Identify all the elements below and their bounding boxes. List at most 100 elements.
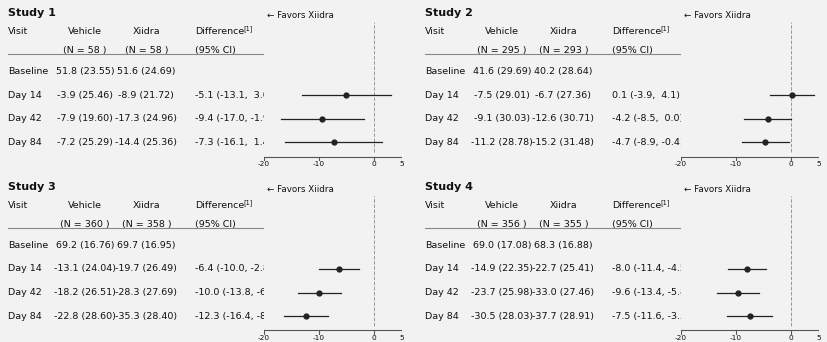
Text: Xiidra: Xiidra (550, 201, 577, 210)
Text: 51.8 (23.55): 51.8 (23.55) (55, 67, 114, 76)
Text: Difference: Difference (195, 27, 244, 36)
Text: 0: 0 (789, 335, 794, 341)
Text: Baseline: Baseline (8, 67, 49, 76)
Text: -14.4 (25.36): -14.4 (25.36) (115, 138, 177, 147)
Text: Day 42: Day 42 (8, 114, 42, 123)
Text: 69.2 (16.76): 69.2 (16.76) (55, 241, 114, 250)
Text: (N = 355 ): (N = 355 ) (538, 220, 588, 229)
Text: -9.4 (-17.0, -1.9): -9.4 (-17.0, -1.9) (195, 114, 273, 123)
Text: Xiidra: Xiidra (132, 27, 160, 36)
Text: -19.7 (26.49): -19.7 (26.49) (116, 264, 177, 273)
Text: Day 42: Day 42 (425, 114, 459, 123)
Text: ← Favors Xiidra: ← Favors Xiidra (267, 185, 333, 194)
Text: Study 3: Study 3 (8, 182, 56, 192)
Text: -12.3 (-16.4, -8.3): -12.3 (-16.4, -8.3) (195, 312, 279, 321)
Text: -20: -20 (675, 335, 687, 341)
Text: 40.2 (28.64): 40.2 (28.64) (534, 67, 593, 76)
Text: Day 14: Day 14 (8, 91, 42, 100)
Text: Day 84: Day 84 (8, 138, 42, 147)
Text: -22.7 (25.41): -22.7 (25.41) (533, 264, 595, 273)
Text: Visit: Visit (425, 27, 446, 36)
Text: [1]: [1] (661, 199, 670, 206)
Text: Vehicle: Vehicle (485, 201, 519, 210)
Text: -8.0 (-11.4, -4.5): -8.0 (-11.4, -4.5) (612, 264, 690, 273)
Text: Day 14: Day 14 (425, 264, 459, 273)
Text: [1]: [1] (661, 26, 670, 32)
Text: Difference: Difference (195, 201, 244, 210)
Text: 0: 0 (372, 161, 376, 167)
Text: -8.9 (21.72): -8.9 (21.72) (118, 91, 174, 100)
Text: -4.7 (-8.9, -0.4): -4.7 (-8.9, -0.4) (612, 138, 684, 147)
Text: -10.0 (-13.8, -6.1): -10.0 (-13.8, -6.1) (195, 288, 279, 297)
Text: 0.1 (-3.9,  4.1): 0.1 (-3.9, 4.1) (612, 91, 680, 100)
Text: -7.5 (29.01): -7.5 (29.01) (474, 91, 530, 100)
Text: (N = 293 ): (N = 293 ) (538, 46, 588, 55)
Text: -15.2 (31.48): -15.2 (31.48) (533, 138, 595, 147)
Text: ← Favors Xiidra: ← Favors Xiidra (684, 185, 751, 194)
Text: Visit: Visit (425, 201, 446, 210)
Text: -10: -10 (313, 335, 325, 341)
Text: (N = 58 ): (N = 58 ) (63, 46, 107, 55)
Text: (N = 360 ): (N = 360 ) (60, 220, 110, 229)
Text: -6.4 (-10.0, -2.8): -6.4 (-10.0, -2.8) (195, 264, 273, 273)
Text: (N = 58 ): (N = 58 ) (125, 46, 168, 55)
Text: -7.5 (-11.6, -3.5): -7.5 (-11.6, -3.5) (612, 312, 690, 321)
Text: ← Favors Xiidra: ← Favors Xiidra (267, 11, 333, 20)
Text: -3.9 (25.46): -3.9 (25.46) (57, 91, 113, 100)
Text: 41.6 (29.69): 41.6 (29.69) (473, 67, 531, 76)
Text: Vehicle: Vehicle (485, 27, 519, 36)
Text: (N = 295 ): (N = 295 ) (477, 46, 527, 55)
Text: -37.7 (28.91): -37.7 (28.91) (533, 312, 595, 321)
Text: Difference: Difference (612, 27, 662, 36)
Text: 5: 5 (399, 335, 404, 341)
Text: -7.2 (25.29): -7.2 (25.29) (57, 138, 113, 147)
Text: Visit: Visit (8, 201, 28, 210)
Text: (N = 358 ): (N = 358 ) (122, 220, 171, 229)
Text: (95% CI): (95% CI) (195, 46, 236, 55)
Text: -20: -20 (258, 335, 270, 341)
Text: (N = 356 ): (N = 356 ) (477, 220, 527, 229)
Text: -10: -10 (730, 335, 742, 341)
Text: (95% CI): (95% CI) (195, 220, 236, 229)
Text: Visit: Visit (8, 27, 28, 36)
Text: -33.0 (27.46): -33.0 (27.46) (533, 288, 595, 297)
Text: Day 14: Day 14 (425, 91, 459, 100)
Text: Day 84: Day 84 (8, 312, 42, 321)
Text: -7.9 (19.60): -7.9 (19.60) (57, 114, 113, 123)
Text: -5.1 (-13.1,  3.0): -5.1 (-13.1, 3.0) (195, 91, 272, 100)
Text: Study 4: Study 4 (425, 182, 473, 192)
Text: -4.2 (-8.5,  0.0): -4.2 (-8.5, 0.0) (612, 114, 683, 123)
Text: 0: 0 (372, 335, 376, 341)
Text: -12.6 (30.71): -12.6 (30.71) (533, 114, 595, 123)
Text: -28.3 (27.69): -28.3 (27.69) (115, 288, 177, 297)
Text: 5: 5 (816, 335, 821, 341)
Text: (95% CI): (95% CI) (612, 46, 653, 55)
Text: -23.7 (25.98): -23.7 (25.98) (471, 288, 533, 297)
Text: -9.6 (-13.4, -5.8): -9.6 (-13.4, -5.8) (612, 288, 690, 297)
Text: Vehicle: Vehicle (68, 27, 102, 36)
Text: -10: -10 (730, 161, 742, 167)
Text: Baseline: Baseline (8, 241, 49, 250)
Text: Difference: Difference (612, 201, 662, 210)
Text: -7.3 (-16.1,  1.4): -7.3 (-16.1, 1.4) (195, 138, 272, 147)
Text: 5: 5 (816, 161, 821, 167)
Text: Study 1: Study 1 (8, 8, 56, 18)
Text: Xiidra: Xiidra (132, 201, 160, 210)
Text: [1]: [1] (243, 199, 253, 206)
Text: [1]: [1] (243, 26, 253, 32)
Text: 69.0 (17.08): 69.0 (17.08) (473, 241, 531, 250)
Text: -13.1 (24.04): -13.1 (24.04) (54, 264, 116, 273)
Text: -10: -10 (313, 161, 325, 167)
Text: 68.3 (16.88): 68.3 (16.88) (534, 241, 593, 250)
Text: -11.2 (28.78): -11.2 (28.78) (471, 138, 533, 147)
Text: -20: -20 (258, 161, 270, 167)
Text: -30.5 (28.03): -30.5 (28.03) (471, 312, 533, 321)
Text: Baseline: Baseline (425, 67, 466, 76)
Text: Study 2: Study 2 (425, 8, 473, 18)
Text: -35.3 (28.40): -35.3 (28.40) (115, 312, 178, 321)
Text: -6.7 (27.36): -6.7 (27.36) (535, 91, 591, 100)
Text: -22.8 (28.60): -22.8 (28.60) (54, 312, 116, 321)
Text: ← Favors Xiidra: ← Favors Xiidra (684, 11, 751, 20)
Text: Day 14: Day 14 (8, 264, 42, 273)
Text: -18.2 (26.51): -18.2 (26.51) (54, 288, 116, 297)
